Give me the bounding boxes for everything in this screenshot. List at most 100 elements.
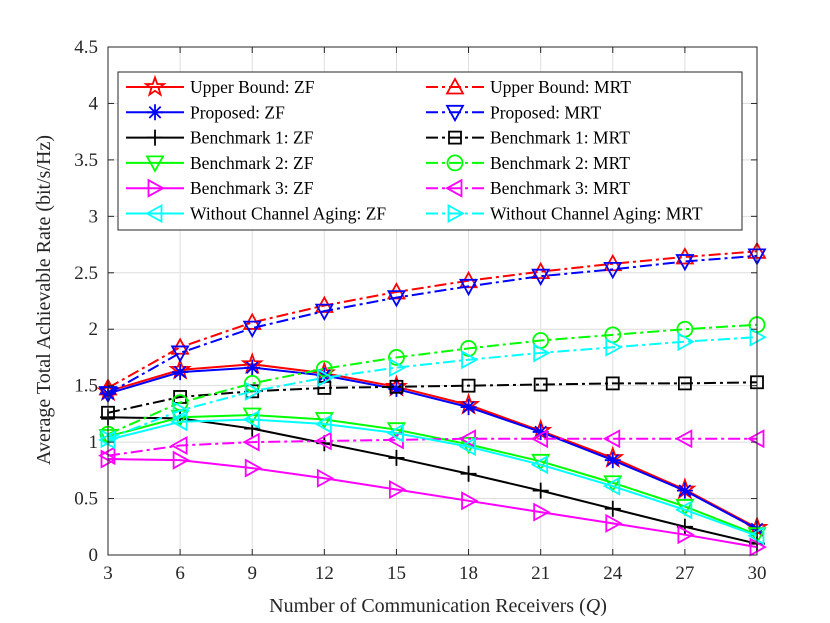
legend-label: Upper Bound: ZF [190, 77, 315, 97]
legend-marker-sample [145, 155, 165, 173]
data-point-marker [460, 465, 477, 482]
legend-marker-sample [145, 203, 163, 224]
y-axis-title: Average Total Achievable Rate (bit/s/Hz) [33, 135, 55, 465]
data-point-marker [314, 431, 332, 451]
data-point-marker [530, 455, 549, 475]
legend-label: Upper Bound: MRT [490, 77, 631, 97]
data-point-marker [388, 349, 405, 366]
y-tick-label: 2.5 [74, 263, 98, 284]
x-tick-label: 18 [459, 563, 478, 584]
legend-entry: Benchmark 2: ZF [126, 153, 314, 173]
y-tick-label: 1 [89, 432, 99, 453]
x-tick-label: 9 [247, 563, 257, 584]
data-point-marker [602, 429, 621, 449]
legend-marker-sample [445, 104, 465, 123]
legend-entry: Upper Bound: MRT [426, 77, 631, 97]
series-line [107, 323, 758, 436]
data-point-marker [242, 410, 260, 430]
data-point-marker [459, 278, 479, 297]
x-axis-title-end: ) [600, 595, 607, 617]
series-line [107, 414, 758, 536]
plot-series [96, 241, 769, 557]
legend-label: Benchmark 3: ZF [190, 178, 314, 198]
data-point-marker [388, 381, 405, 398]
x-axis-title-text: Number of Communication Receivers ( [269, 595, 586, 617]
data-point-marker [243, 375, 261, 392]
series-line [107, 418, 758, 537]
data-point-marker [677, 332, 695, 352]
data-point-marker [386, 423, 404, 443]
x-tick-label: 15 [387, 563, 406, 584]
data-point-marker [531, 261, 551, 280]
legend-marker-sample [448, 130, 462, 145]
y-tick-label: 2 [89, 319, 99, 340]
x-tick-label: 30 [748, 563, 767, 584]
data-point-marker [314, 412, 334, 430]
data-point-marker [603, 261, 623, 280]
x-tick-label: 24 [603, 563, 623, 584]
data-point-marker [388, 449, 405, 466]
data-point-marker [458, 437, 476, 457]
data-point-marker [533, 502, 551, 522]
legend-label: Benchmark 1: MRT [490, 128, 630, 148]
data-point-marker [244, 381, 263, 401]
y-tick-label: 3 [89, 206, 99, 227]
y-tick-label: 0 [89, 545, 99, 566]
legend-label: Benchmark 2: ZF [190, 153, 314, 173]
legend-box [117, 71, 743, 231]
data-point-marker [677, 525, 695, 545]
data-point-marker [675, 254, 695, 272]
legend-entry: Benchmark 2: MRT [426, 153, 630, 173]
data-point-marker [316, 468, 335, 488]
legend-entry: Benchmark 1: MRT [426, 128, 630, 148]
legend: Upper Bound: ZF Upper Bound: MRT Proposed:… [117, 71, 743, 231]
data-point-marker [675, 247, 695, 265]
x-axis-title-variable: Q [586, 595, 601, 617]
data-point-marker [532, 423, 549, 440]
legend-label: Without Channel Aging: ZF [190, 204, 386, 224]
data-point-marker [531, 268, 551, 287]
series-line [107, 366, 758, 530]
y-tick-label: 1.5 [74, 376, 98, 397]
y-tick-label: 0.5 [74, 489, 98, 510]
data-point-marker [242, 432, 260, 452]
data-point-marker [605, 513, 623, 533]
x-tick-label: 21 [531, 563, 550, 584]
legend-entry: Without Channel Aging: MRT [426, 204, 703, 224]
data-point-marker [533, 343, 551, 363]
x-tick-label: 27 [675, 563, 694, 584]
legend-marker-sample [147, 104, 163, 121]
data-point-marker [170, 345, 190, 363]
series-benchmark-2-mrt [99, 316, 766, 443]
y-tick-label: 4 [89, 93, 99, 114]
data-point-marker [172, 400, 190, 421]
data-point-marker [676, 482, 693, 499]
legend-marker-sample [445, 178, 463, 198]
series-line [107, 250, 758, 389]
legend-entry: Benchmark 1: ZF [126, 128, 314, 148]
legend-entry: Benchmark 3: ZF [126, 178, 314, 198]
data-point-marker [675, 500, 693, 520]
legend-label: Benchmark 3: MRT [490, 178, 630, 198]
legend-marker-sample [445, 77, 465, 95]
data-point-marker [532, 482, 549, 499]
axes: 3 6 9 12 15 18 21 24 27 30 0 0.5 1 1.5 2 2.5 3 3.5 4 4.5 [74, 37, 766, 584]
data-point-marker [675, 429, 693, 449]
x-tick-label: 6 [175, 563, 185, 584]
data-point-marker [747, 429, 765, 449]
x-tick-label: 3 [103, 563, 113, 584]
data-point-marker [244, 458, 263, 478]
data-point-marker [461, 350, 479, 370]
data-point-marker [389, 480, 407, 500]
legend-entry: Proposed: MRT [426, 102, 602, 122]
data-point-marker [460, 399, 477, 416]
x-tick-label: 12 [315, 563, 334, 584]
legend-label: Proposed: MRT [490, 102, 602, 122]
legend-label: Benchmark 2: MRT [490, 153, 630, 173]
data-point-marker [461, 378, 476, 393]
legend-marker-sample [147, 178, 165, 198]
data-point-marker [314, 414, 332, 434]
legend-label: Proposed: ZF [190, 102, 285, 122]
data-point-marker [98, 446, 116, 466]
